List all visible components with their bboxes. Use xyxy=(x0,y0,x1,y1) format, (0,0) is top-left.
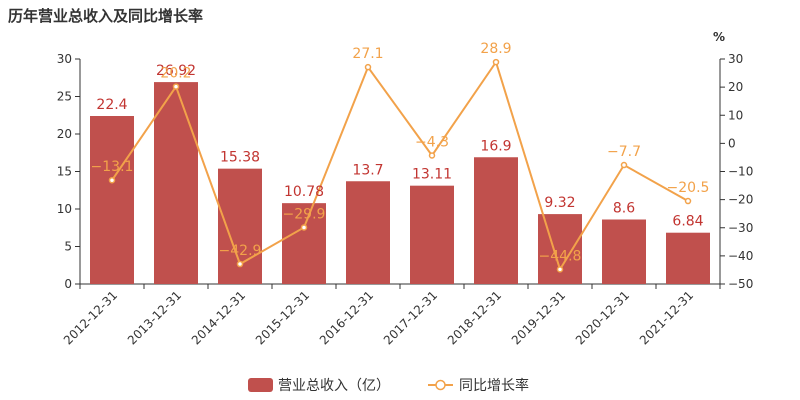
bar-value-label: 10.78 xyxy=(284,184,324,200)
line-value-label: −29.9 xyxy=(283,206,326,222)
line-point[interactable] xyxy=(428,152,436,159)
x-tick-label: 2017-12-31 xyxy=(381,288,440,347)
left-tick-label: 25 xyxy=(57,90,72,104)
bar-value-label: 13.7 xyxy=(352,162,383,178)
bar-value-label: 6.84 xyxy=(672,214,703,230)
left-tick-label: 5 xyxy=(64,240,72,254)
x-tick-label: 2016-12-31 xyxy=(317,288,376,347)
legend-line-label[interactable]: 同比增长率 xyxy=(459,377,529,394)
bar[interactable] xyxy=(666,232,710,284)
right-tick-label: −40 xyxy=(728,249,753,263)
line-point[interactable] xyxy=(364,63,372,71)
bar-series xyxy=(90,82,710,284)
bar[interactable] xyxy=(90,116,134,284)
x-tick-label: 2014-12-31 xyxy=(189,288,248,347)
right-tick-label: 20 xyxy=(728,80,743,94)
bar[interactable] xyxy=(346,181,390,284)
x-tick-label: 2021-12-31 xyxy=(637,288,696,347)
growth-line xyxy=(111,59,689,272)
right-axis-unit-label: % xyxy=(713,30,725,44)
bar-value-label: 22.4 xyxy=(96,97,127,113)
bar[interactable] xyxy=(474,157,518,284)
x-tick-label: 2020-12-31 xyxy=(573,288,632,347)
line-series xyxy=(108,58,692,273)
legend-line-marker-icon xyxy=(435,379,446,391)
right-tick-label: 0 xyxy=(728,136,736,150)
line-value-label: −20.5 xyxy=(667,180,710,196)
bar[interactable] xyxy=(154,82,198,284)
right-tick-label: −30 xyxy=(728,221,753,235)
line-value-label: −42.9 xyxy=(219,243,262,259)
bar[interactable] xyxy=(410,185,454,284)
line-value-label: −44.8 xyxy=(539,248,582,264)
line-value-label: −7.7 xyxy=(607,144,641,160)
line-value-label: −13.1 xyxy=(91,159,134,175)
line-point[interactable] xyxy=(684,197,692,205)
line-value-label: 28.9 xyxy=(480,41,511,57)
legend: 营业总收入（亿） 同比增长率 xyxy=(248,377,529,394)
x-tick-label: 2015-12-31 xyxy=(253,288,312,347)
line-point[interactable] xyxy=(108,176,116,184)
legend-bar-label[interactable]: 营业总收入（亿） xyxy=(278,378,390,394)
x-tick-label: 2019-12-31 xyxy=(509,288,568,347)
right-tick-label: 10 xyxy=(728,108,743,122)
right-tick-label: −20 xyxy=(728,193,753,207)
left-tick-label: 10 xyxy=(57,202,72,216)
left-tick-label: 20 xyxy=(57,127,72,141)
line-point[interactable] xyxy=(236,260,244,268)
line-point[interactable] xyxy=(492,58,500,66)
left-tick-label: 15 xyxy=(57,165,72,179)
bar-value-label: 9.32 xyxy=(544,195,575,211)
x-tick-label: 2013-12-31 xyxy=(125,288,184,347)
bar[interactable] xyxy=(602,219,646,285)
line-point[interactable] xyxy=(620,161,628,169)
data-labels: 22.4 26.92 15.38 10.78 13.7 13.11 16.9 9.32 8.6 6… xyxy=(91,41,710,264)
bar-value-label: 13.11 xyxy=(412,167,452,183)
line-value-label: 20.2 xyxy=(160,66,191,82)
bar-value-label: 26.92 xyxy=(156,63,196,79)
line-value-label: −4.3 xyxy=(415,134,449,150)
left-tick-label: 30 xyxy=(57,52,72,66)
bar-value-label: 15.38 xyxy=(220,150,260,166)
bar-value-label: 8.6 xyxy=(613,201,635,217)
legend-bar-swatch[interactable] xyxy=(248,378,273,392)
left-tick-label: 0 xyxy=(64,277,72,291)
x-tick-label: 2012-12-31 xyxy=(61,288,120,347)
bar[interactable] xyxy=(282,203,326,284)
bar-value-label: 16.9 xyxy=(480,138,511,154)
line-point[interactable] xyxy=(300,224,308,231)
right-tick-label: 30 xyxy=(728,52,743,66)
x-tick-label: 2018-12-31 xyxy=(445,288,504,347)
right-tick-label: −10 xyxy=(728,165,753,179)
line-point[interactable] xyxy=(172,83,180,90)
line-value-label: 27.1 xyxy=(352,46,383,62)
chart-title: 历年营业总收入及同比增长率 xyxy=(8,7,203,25)
right-tick-label: −50 xyxy=(728,277,753,291)
line-point[interactable] xyxy=(556,266,564,273)
